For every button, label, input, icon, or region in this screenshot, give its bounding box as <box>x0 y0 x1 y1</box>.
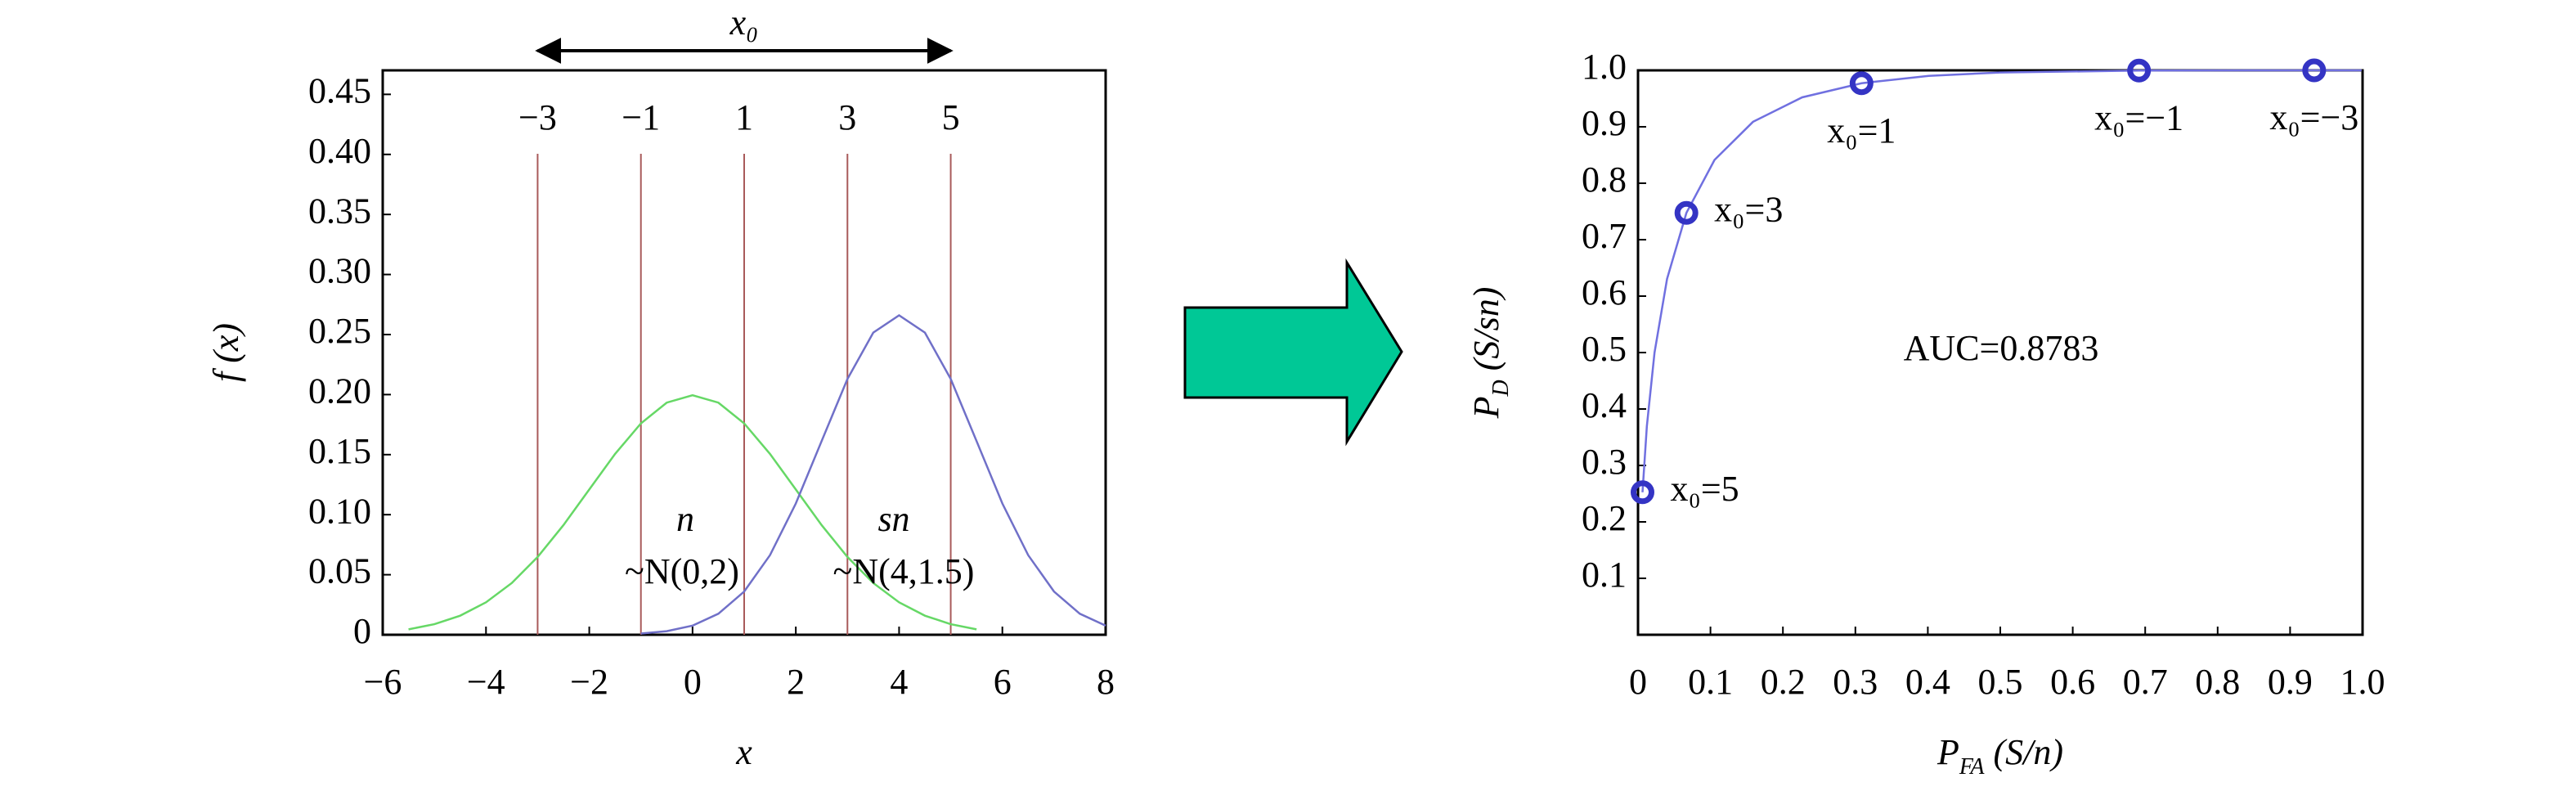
y-axis-label-sub: D <box>1488 380 1514 397</box>
y-tick-label: 0.30 <box>308 251 371 291</box>
x-tick-label: 0.3 <box>1833 662 1878 702</box>
y-tick-label: 0.8 <box>1582 160 1627 200</box>
threshold-label: −1 <box>622 97 660 137</box>
x-axis-label: x <box>735 732 752 772</box>
x-axis-label-sub: FA <box>1959 754 1985 780</box>
roc-point <box>1630 480 1654 505</box>
x-tick-label: 6 <box>994 662 1012 702</box>
roc-point <box>2127 58 2152 83</box>
point-label: x₀=5 <box>1670 469 1739 509</box>
x-axis-label-rest: (S/n) <box>1984 732 2063 772</box>
roc-point <box>1849 71 1874 96</box>
x-tick-label: −4 <box>467 662 505 702</box>
y-tick-label: 0.4 <box>1582 385 1627 425</box>
threshold-label: 1 <box>735 97 753 137</box>
point-label: x₀=−1 <box>2094 97 2183 137</box>
x-axis-label: PFA (S/n) <box>1936 732 2063 780</box>
series-name: sn <box>877 499 909 539</box>
y-axis-label-rest: (S/sn) <box>1466 287 1506 380</box>
y-tick-label: 0.6 <box>1582 272 1627 312</box>
transition-arrow <box>1183 258 1403 447</box>
x-tick-label: 0.1 <box>1688 662 1733 702</box>
x-tick-label: 0.4 <box>1905 662 1950 702</box>
y-tick-label: 0.25 <box>308 311 371 351</box>
y-tick-label: 0.15 <box>308 431 371 471</box>
x-tick-label: 0.7 <box>2123 662 2168 702</box>
x-tick-label: 0 <box>1629 662 1647 702</box>
threshold-label: −3 <box>518 97 557 137</box>
roc-point <box>1674 200 1699 225</box>
y-tick-label: 0.2 <box>1582 498 1627 538</box>
x-tick-label: −6 <box>364 662 402 702</box>
x-axis-label-main: P <box>1936 732 1959 772</box>
x-tick-label: −2 <box>570 662 608 702</box>
y-tick-label: 0.9 <box>1582 103 1627 143</box>
x-tick-label: 0.5 <box>1978 662 2023 702</box>
series-line <box>408 393 977 631</box>
y-tick-label: 0.40 <box>308 131 371 171</box>
y-tick-label: 0.05 <box>308 551 371 591</box>
threshold-label: 3 <box>838 97 856 137</box>
y-tick-label: 0.3 <box>1582 442 1627 482</box>
x-tick-label: 0.8 <box>2195 662 2240 702</box>
y-tick-label: 0.10 <box>308 491 371 531</box>
y-tick-label: 0.20 <box>308 371 371 411</box>
y-tick-label: 0.5 <box>1582 329 1627 369</box>
threshold-label: 5 <box>942 97 960 137</box>
series-distribution: ~N(0,2) <box>625 551 739 591</box>
y-tick-label: 0.45 <box>308 70 371 110</box>
y-tick-label: 0.7 <box>1582 216 1627 256</box>
y-tick-label: 0.1 <box>1582 555 1627 595</box>
y-tick-label: 1.0 <box>1582 47 1627 87</box>
y-tick-label: 0.35 <box>308 191 371 231</box>
point-label: x₀=1 <box>1827 110 1896 151</box>
y-tick-label: 0 <box>353 611 371 651</box>
y-axis-label-main: P <box>1466 397 1506 420</box>
x-tick-label: 8 <box>1097 662 1115 702</box>
x-tick-label: 0 <box>684 662 702 702</box>
series-line <box>640 313 1106 635</box>
auc-annotation: AUC=0.8783 <box>1904 328 2099 368</box>
x-tick-label: 2 <box>787 662 805 702</box>
x-tick-label: 1.0 <box>2340 662 2385 702</box>
x-tick-label: 0.9 <box>2268 662 2313 702</box>
y-axis-label: f (x) <box>206 323 246 382</box>
roc-point <box>2302 58 2327 83</box>
y-axis-label: PD (S/sn) <box>1466 287 1514 420</box>
x-tick-label: 0.6 <box>2050 662 2095 702</box>
series-line <box>1641 69 2362 492</box>
series-distribution: ~N(4,1.5) <box>833 551 975 591</box>
series-name: n <box>676 499 694 539</box>
point-label: x₀=3 <box>1714 189 1783 229</box>
x-tick-label: 0.2 <box>1761 662 1806 702</box>
arrow-label: x₀ <box>729 2 759 43</box>
x-tick-label: 4 <box>890 662 908 702</box>
point-label: x₀=−3 <box>2269 97 2358 137</box>
